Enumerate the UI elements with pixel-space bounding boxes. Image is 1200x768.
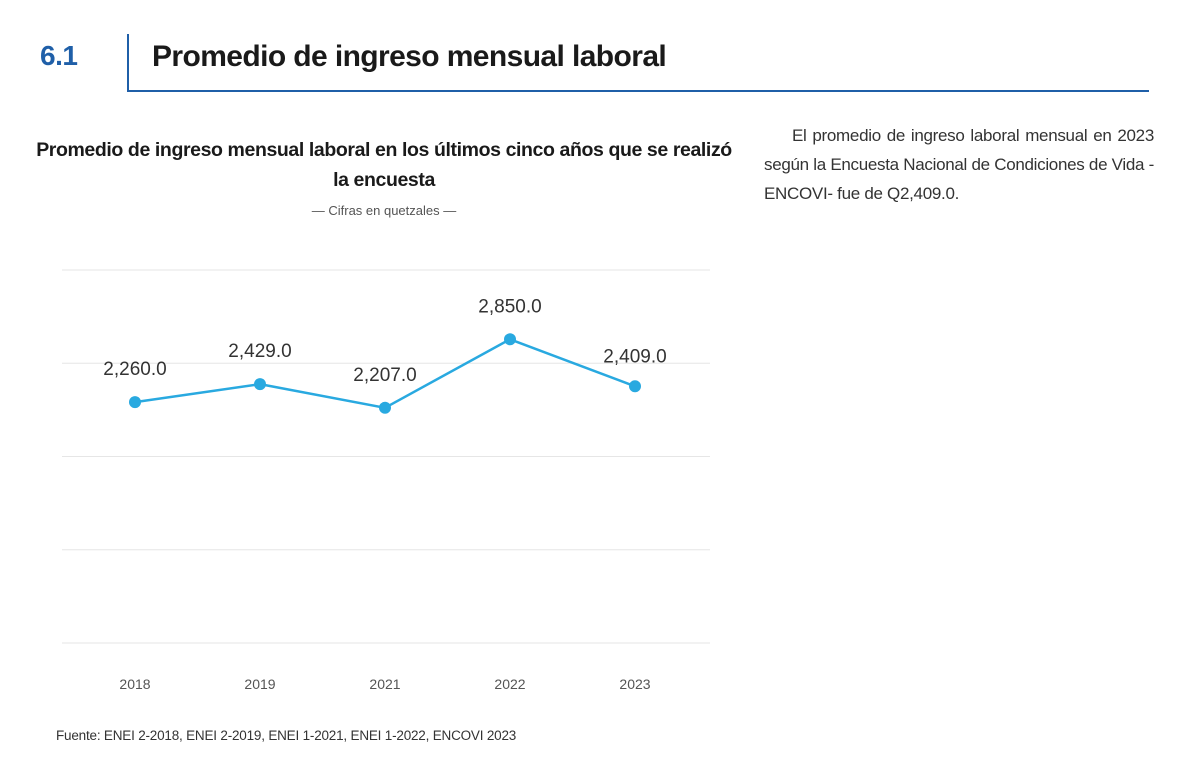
section-number: 6.1: [40, 40, 78, 71]
x-tick-label: 2022: [494, 676, 525, 692]
data-label: 2,207.0: [353, 365, 416, 386]
data-label: 2,260.0: [103, 359, 166, 380]
data-point: [129, 396, 141, 409]
x-tick-label: 2018: [119, 676, 150, 692]
data-point: [254, 378, 266, 391]
data-label: 2,850.0: [478, 296, 541, 317]
x-tick-label: 2019: [244, 676, 275, 692]
description-paragraph: El promedio de ingreso laboral mensual e…: [764, 126, 1154, 203]
x-tick-label: 2021: [369, 676, 400, 692]
data-point: [629, 380, 641, 393]
data-label: 2,409.0: [603, 346, 666, 367]
data-point: [379, 401, 391, 414]
section-underline: [127, 90, 1149, 92]
source-note: Fuente: ENEI 2-2018, ENEI 2-2019, ENEI 1…: [56, 728, 517, 743]
x-tick-label: 2023: [619, 676, 650, 692]
section-divider: [127, 34, 129, 92]
chart-title: Promedio de ingreso mensual laboral en l…: [36, 139, 732, 191]
chart-subtitle: — Cifras en quetzales —: [311, 203, 457, 218]
section-title: Promedio de ingreso mensual laboral: [152, 40, 667, 73]
line-chart: 2,260.0 2,429.0 2,207.0 2,850.0 2,409.0 2018 2…: [62, 269, 710, 692]
data-point: [504, 333, 516, 346]
data-label: 2,429.0: [228, 341, 291, 362]
